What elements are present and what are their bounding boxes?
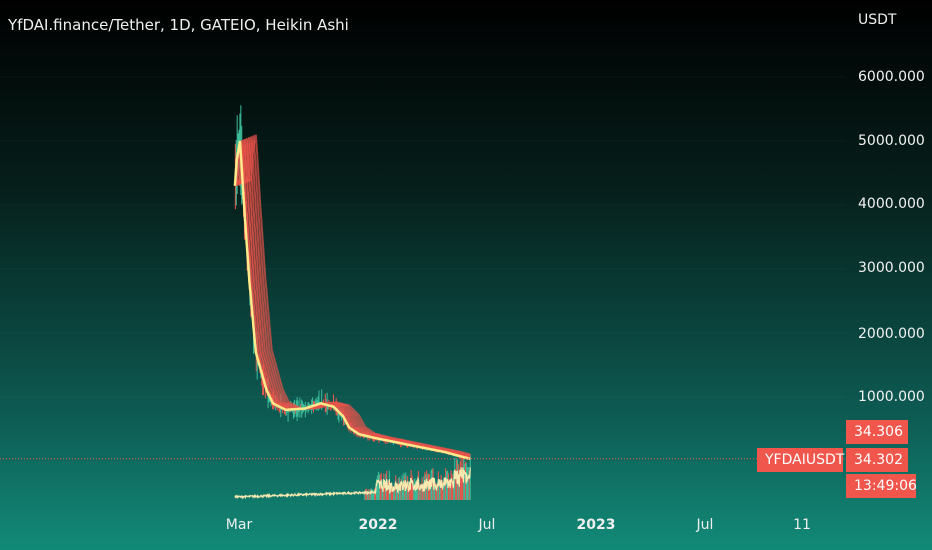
y-tick-label: 1000.000 bbox=[858, 389, 925, 405]
x-tick-label: 2022 bbox=[358, 517, 398, 533]
x-tick-label: Mar bbox=[225, 517, 253, 533]
price-unit-label: USDT bbox=[858, 12, 897, 28]
y-tick-label: 5000.000 bbox=[858, 133, 925, 149]
x-tick-label: Jul bbox=[696, 517, 714, 533]
y-tick-label: 4000.000 bbox=[858, 196, 925, 212]
x-tick-label: 2023 bbox=[576, 517, 616, 533]
chart-grid bbox=[0, 76, 846, 398]
volume-pane bbox=[234, 454, 471, 500]
symbol-tag: YFDAIUSDT bbox=[757, 448, 844, 472]
candles-layer bbox=[234, 105, 471, 461]
moving-average-line bbox=[233, 140, 471, 461]
y-tick-label: 6000.000 bbox=[858, 69, 925, 85]
moving-average-line bbox=[234, 134, 471, 456]
chart-title: YfDAI.finance/Tether, 1D, GATEIO, Heikin… bbox=[8, 16, 349, 34]
moving-average-ribbon bbox=[233, 134, 471, 461]
x-tick-label: 11 bbox=[793, 517, 811, 533]
moving-average-line bbox=[234, 135, 471, 457]
last-price-tag: 34.302 bbox=[846, 448, 908, 472]
upper-price-tag: 34.306 bbox=[846, 420, 908, 444]
y-tick-label: 3000.000 bbox=[858, 260, 925, 276]
countdown-tag: 13:49:06 bbox=[846, 474, 917, 498]
y-tick-label: 2000.000 bbox=[858, 326, 925, 342]
volume-line bbox=[234, 467, 471, 500]
x-tick-label: Jul bbox=[478, 517, 496, 533]
